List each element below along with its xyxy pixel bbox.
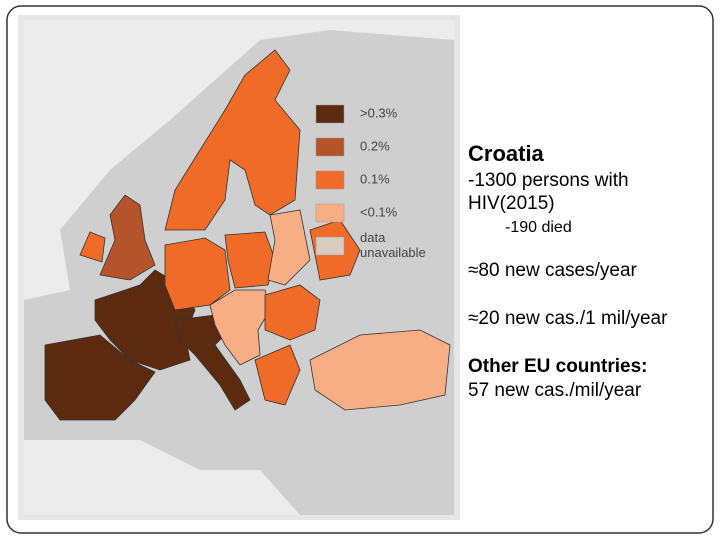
- germany: [164, 237, 231, 311]
- legend-label: >0.3%: [360, 105, 398, 120]
- legend-label: <0.1%: [360, 204, 398, 219]
- romania: [264, 284, 321, 341]
- uk: [99, 194, 156, 281]
- legend-swatch: [315, 137, 345, 157]
- text-line: Other EU countries:: [468, 356, 648, 377]
- text-line: 57 new cas./mil/year: [468, 380, 642, 401]
- iberia: [44, 334, 156, 421]
- greece: [254, 344, 301, 406]
- text-line: -1300 persons with: [468, 170, 629, 191]
- legend-label: 0.2%: [360, 138, 390, 153]
- legend-swatch: [315, 104, 345, 124]
- turkey: [309, 329, 451, 411]
- legend-swatch: [315, 170, 345, 190]
- text-line: -190 died: [505, 219, 572, 236]
- legend-label: data: [360, 230, 386, 245]
- balkans: [209, 289, 271, 366]
- slide-border: [6, 5, 714, 534]
- text-line: ≈20 new cas./1 mil/year: [468, 308, 668, 329]
- legend-swatch: [315, 236, 345, 256]
- legend-label: 0.1%: [360, 171, 390, 186]
- text-line: ≈80 new cases/year: [468, 260, 637, 281]
- poland: [224, 231, 276, 289]
- title: Croatia: [468, 141, 544, 166]
- baltic-belarus: [267, 209, 311, 286]
- text-line: HIV(2015): [468, 193, 555, 214]
- legend-swatch: [315, 203, 345, 223]
- ireland: [79, 231, 106, 263]
- map: [18, 15, 460, 520]
- legend-label: unavailable: [360, 245, 426, 260]
- nordic: [164, 49, 301, 231]
